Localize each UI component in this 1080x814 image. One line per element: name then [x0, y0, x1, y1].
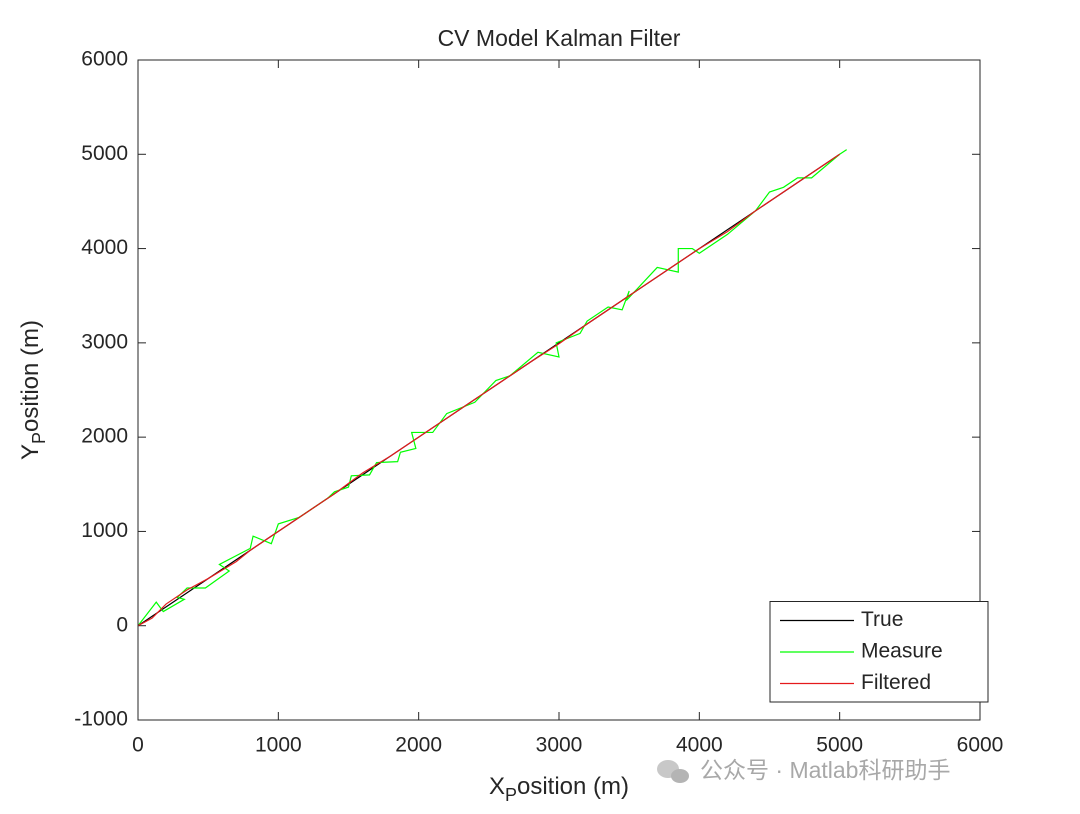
x-tick-label: 5000	[816, 734, 863, 757]
series-line	[137, 153, 841, 627]
x-label-sub: P	[505, 785, 517, 805]
y-tick-label: 1000	[81, 519, 128, 542]
x-tick-label: 3000	[536, 734, 583, 757]
watermark-text: 公众号 · Matlab科研助手	[700, 757, 950, 783]
y-tick-label: -1000	[74, 708, 128, 731]
y-tick-label: 3000	[81, 330, 128, 353]
y-label-rest: osition (m)	[17, 320, 44, 432]
y-axis-label: YPosition (m)	[17, 320, 48, 460]
x-tick-label: 0	[132, 734, 144, 757]
x-tick-label: 1000	[255, 734, 302, 757]
legend-label: Measure	[861, 640, 943, 663]
series-line	[137, 149, 848, 627]
x-axis-label: XPosition (m)	[489, 773, 629, 804]
y-tick-label: 5000	[81, 142, 128, 165]
legend-label: True	[861, 608, 903, 631]
x-label-rest: osition (m)	[517, 773, 629, 800]
y-tick-label: 6000	[81, 48, 128, 71]
legend-label: Filtered	[861, 671, 931, 694]
x-tick-label: 4000	[676, 734, 723, 757]
y-tick-label: 0	[116, 613, 128, 636]
legend: True Measure Filtered	[769, 601, 989, 703]
watermark-icon	[671, 769, 689, 783]
y-label-main: Y	[17, 444, 44, 460]
x-tick-label: 2000	[395, 734, 442, 757]
watermark: 公众号 · Matlab科研助手	[657, 757, 950, 783]
chart-title: CV Model Kalman Filter	[438, 25, 681, 51]
axes-box	[137, 59, 981, 721]
y-tick-label: 2000	[81, 425, 128, 448]
x-label-main: X	[489, 773, 505, 800]
x-tick-label: 6000	[957, 734, 1004, 757]
y-tick-label: 4000	[81, 236, 128, 259]
y-label-sub: P	[29, 432, 49, 444]
